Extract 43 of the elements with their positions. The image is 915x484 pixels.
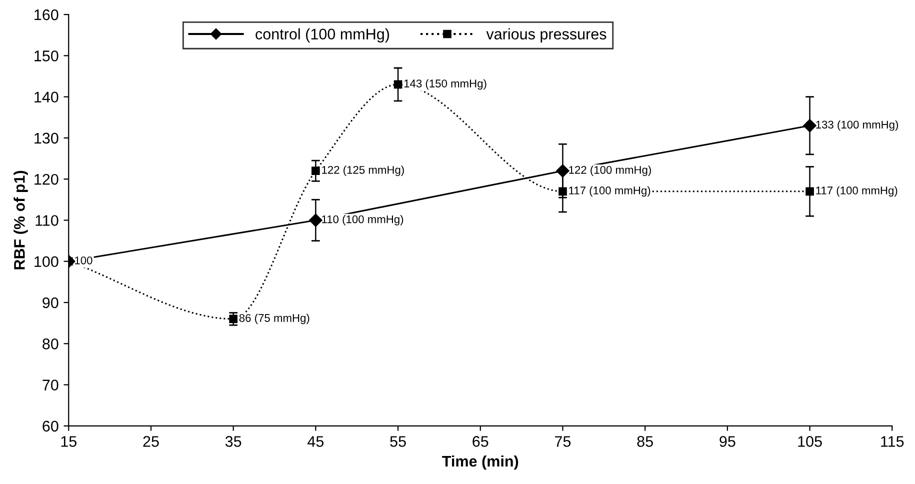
x-tick-label: 95	[720, 436, 736, 447]
point	[312, 166, 320, 176]
y-tick-label: 80	[42, 338, 58, 350]
y-tick-label: 150	[34, 50, 58, 62]
x-tick-label: 55	[390, 436, 406, 447]
data-label: 117 (100 mmHg)	[569, 186, 650, 197]
x-tick-label: 115	[881, 436, 904, 447]
point	[309, 214, 322, 227]
x-tick-label: 15	[61, 436, 76, 447]
x-tick-label: 75	[555, 436, 571, 447]
legend-label: various pressures	[486, 28, 606, 43]
x-tick-label: 25	[143, 436, 159, 447]
data-label: 100	[75, 256, 92, 264]
data-label: 133 (100 mmHg)	[816, 120, 898, 131]
point	[394, 80, 402, 89]
y-tick-label: 120	[34, 174, 58, 185]
point	[229, 314, 238, 324]
point	[558, 187, 567, 196]
x-tick-label: 65	[472, 436, 488, 447]
legend-label: control (100 mmHg)	[256, 28, 390, 43]
point	[556, 164, 570, 178]
x-tick-label: 35	[225, 436, 242, 447]
x-tick-label: 45	[308, 436, 324, 447]
x-tick-label: 105	[798, 436, 822, 447]
y-tick-label: 130	[34, 132, 58, 144]
data-label: 122 (100 mmHg)	[569, 166, 651, 176]
point	[806, 187, 814, 196]
y-tick-label: 100	[34, 256, 58, 268]
data-label: 110 (100 mmHg)	[322, 215, 404, 226]
y-tick-label: 160	[34, 9, 58, 20]
y-axis-title: RBF (% of p1)	[14, 170, 28, 270]
point	[803, 119, 816, 132]
y-tick-label: 60	[42, 420, 58, 432]
x-tick-label: 85	[637, 436, 653, 447]
y-tick-label: 70	[42, 380, 58, 390]
data-label: 143 (150 mmHg)	[404, 79, 486, 90]
data-label: 117 (100 mmHg)	[816, 186, 898, 197]
y-tick-label: 90	[42, 297, 58, 308]
data-label: 122 (125 mmHg)	[322, 166, 404, 176]
x-axis-title: Time (min)	[442, 455, 518, 470]
data-label: 86 (75 mmHg)	[239, 314, 310, 324]
y-tick-label: 110	[36, 215, 58, 226]
y-tick-label: 140	[34, 92, 58, 102]
